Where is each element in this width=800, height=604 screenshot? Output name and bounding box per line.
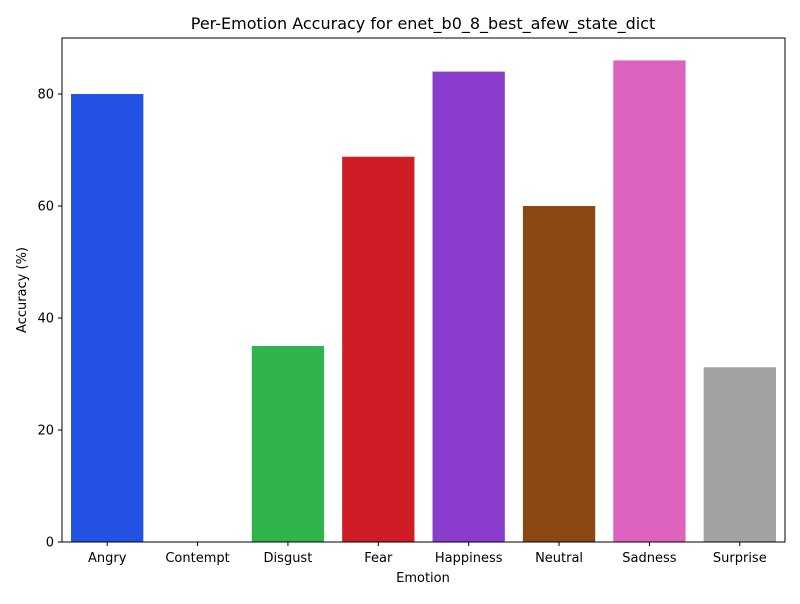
bars-group [71, 60, 776, 543]
y-axis-label: Accuracy (%) [15, 247, 30, 333]
x-tick-label-contempt: Contempt [165, 551, 229, 566]
y-tick-label-60: 60 [37, 200, 54, 215]
x-tick-label-sadness: Sadness [622, 551, 676, 566]
chart-title: Per-Emotion Accuracy for enet_b0_8_best_… [191, 14, 655, 34]
y-tick-label-0: 0 [46, 536, 54, 551]
x-axis-ticks: Angry Contempt Disgust Fear Happiness Neutral… [88, 542, 767, 566]
x-tick-label-fear: Fear [364, 551, 393, 566]
x-tick-label-surprise: Surprise [713, 551, 767, 566]
bar-angry [71, 94, 144, 542]
x-tick-label-angry: Angry [88, 551, 127, 566]
x-tick-label-neutral: Neutral [535, 551, 583, 566]
bar-surprise [703, 367, 776, 542]
x-axis-label: Emotion [396, 571, 450, 586]
x-tick-label-happiness: Happiness [435, 551, 503, 566]
bar-happiness [432, 71, 505, 542]
y-tick-label-80: 80 [37, 88, 54, 103]
bar-disgust [251, 346, 325, 542]
bar-sadness [613, 60, 686, 543]
y-axis-ticks: 0 20 40 60 80 [37, 88, 62, 551]
bar-fear [342, 156, 415, 542]
axes-frame [61, 37, 786, 543]
x-tick-label-disgust: Disgust [264, 551, 313, 566]
y-tick-label-40: 40 [37, 312, 54, 327]
y-tick-label-20: 20 [37, 424, 54, 439]
bar-neutral [522, 206, 596, 542]
